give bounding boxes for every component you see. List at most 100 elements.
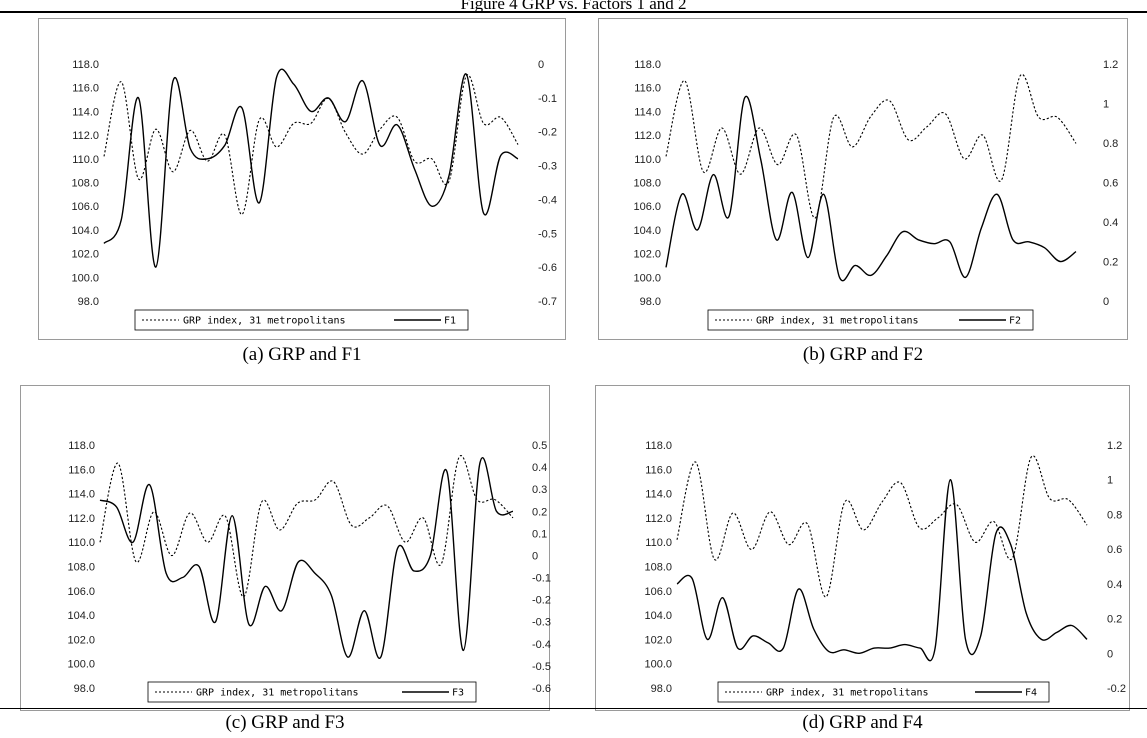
- y-right-tick-label: 0: [1107, 648, 1113, 660]
- series-line-f1: [103, 68, 519, 268]
- y-right-tick-label: 0.4: [1107, 579, 1122, 591]
- figure-caption: Figure 4 GRP vs. Factors 1 and 2: [460, 0, 687, 13]
- y-right-tick-label: 0.6: [1107, 544, 1122, 556]
- y-right-tick-label: -0.5: [532, 661, 551, 673]
- y-left-tick-label: 118.0: [645, 440, 672, 452]
- y-left-tick-label: 102.0: [71, 249, 99, 261]
- y-left-tick-label: 112.0: [634, 130, 661, 142]
- y-right-tick-label: -0.6: [538, 262, 557, 274]
- y-right-tick-label: 1: [1103, 99, 1109, 111]
- y-left-tick-label: 100.0: [633, 272, 661, 284]
- y-left-tick-label: 116.0: [72, 83, 99, 95]
- y-right-tick-label: -0.3: [538, 161, 557, 173]
- legend-label-f4: F4: [1025, 688, 1037, 699]
- y-right-tick-label: 0.6: [1103, 178, 1118, 190]
- y-right-tick-label: -0.2: [1107, 683, 1126, 695]
- series-line-grp: [99, 455, 514, 598]
- y-left-tick-label: 102.0: [633, 249, 661, 261]
- y-left-tick-label: 106.0: [644, 586, 672, 598]
- y-right-tick-label: 0.4: [1103, 217, 1118, 229]
- series-line-f4: [676, 478, 1088, 662]
- y-left-tick-label: 116.0: [634, 83, 661, 95]
- y-right-tick-label: 0.4: [532, 462, 547, 474]
- y-left-tick-label: 104.0: [644, 610, 672, 622]
- legend-label-f2: F2: [1009, 316, 1021, 327]
- y-left-tick-label: 110.0: [68, 537, 95, 549]
- y-left-tick-label: 102.0: [644, 634, 672, 646]
- y-left-tick-label: 114.0: [68, 489, 95, 501]
- y-right-tick-label: 1: [1107, 475, 1113, 487]
- y-left-tick-label: 102.0: [67, 634, 95, 646]
- y-right-tick-label: -0.3: [532, 617, 551, 629]
- legend-label-grp: GRP index, 31 metropolitans: [183, 316, 346, 327]
- y-left-tick-label: 100.0: [67, 659, 95, 671]
- legend: [134, 309, 469, 331]
- caption-d: (d) GRP and F4: [802, 712, 923, 733]
- y-left-tick-label: 112.0: [645, 513, 672, 525]
- y-left-tick-label: 106.0: [633, 201, 661, 213]
- y-right-tick-label: 0: [532, 550, 538, 562]
- caption-a: (a) GRP and F1: [242, 344, 362, 365]
- y-right-tick-label: 0.8: [1103, 138, 1118, 150]
- caption-c: (c) GRP and F3: [225, 712, 345, 733]
- chart-grp-f1: 98.0 100.0 102.0 104.0 106.0 108.0 110.0 112.0 1…: [38, 18, 566, 340]
- y-left-tick-label: 106.0: [67, 586, 95, 598]
- chart-grp-f2: 98.0 100.0 102.0 104.0 106.0 108.0 110.0 112.0 1…: [598, 18, 1128, 340]
- y-left-tick-label: 114.0: [645, 489, 672, 501]
- y-left-tick-label: 118.0: [634, 59, 661, 71]
- y-left-tick-label: 108.0: [644, 562, 672, 574]
- legend-label-grp: GRP index, 31 metropolitans: [196, 688, 359, 699]
- legend: [707, 309, 1034, 331]
- y-right-tick-label: -0.4: [538, 194, 557, 206]
- y-left-tick-label: 100.0: [644, 659, 672, 671]
- y-right-tick-label: 0.8: [1107, 509, 1122, 521]
- y-right-tick-label: 0.2: [1107, 614, 1122, 626]
- series-line-f3: [99, 457, 514, 659]
- y-left-tick-label: 98.0: [651, 683, 672, 695]
- y-left-tick-label: 104.0: [633, 225, 661, 237]
- chart-frame: [38, 18, 566, 340]
- y-right-tick-label: -0.2: [538, 127, 557, 139]
- y-left-tick-label: 98.0: [78, 296, 99, 308]
- y-left-tick-label: 104.0: [67, 610, 95, 622]
- legend-label-f1: F1: [444, 316, 456, 327]
- series-line-f2: [665, 95, 1077, 282]
- y-right-tick-label: 0.2: [532, 506, 547, 518]
- y-right-tick-label: -0.5: [538, 228, 557, 240]
- y-right-tick-label: -0.7: [538, 296, 557, 308]
- y-left-tick-label: 100.0: [71, 272, 99, 284]
- chart-grp-f4: 98.0 100.0 102.0 104.0 106.0 108.0 110.0 112.0 1…: [595, 385, 1130, 711]
- y-left-tick-label: 116.0: [68, 464, 95, 476]
- y-right-tick-label: -0.6: [532, 683, 551, 695]
- bottom-rule: [0, 708, 1147, 709]
- y-left-tick-label: 108.0: [633, 178, 661, 190]
- y-right-tick-label: 0: [1103, 296, 1109, 308]
- legend-label-grp: GRP index, 31 metropolitans: [756, 316, 919, 327]
- y-left-tick-label: 110.0: [645, 537, 672, 549]
- legend-label-grp: GRP index, 31 metropolitans: [766, 688, 929, 699]
- y-left-tick-label: 112.0: [72, 130, 99, 142]
- chart-frame: [595, 385, 1130, 711]
- y-right-tick-label: -0.4: [532, 639, 551, 651]
- y-left-tick-label: 104.0: [71, 225, 99, 237]
- legend: [717, 681, 1050, 703]
- y-right-tick-label: -0.1: [538, 93, 557, 105]
- y-left-tick-label: 106.0: [71, 201, 99, 213]
- y-left-tick-label: 110.0: [634, 154, 661, 166]
- y-left-tick-label: 114.0: [72, 106, 99, 118]
- y-right-tick-label: 0.5: [532, 440, 547, 452]
- y-left-tick-label: 108.0: [67, 562, 95, 574]
- chart-frame: [598, 18, 1128, 340]
- y-right-tick-label: 1.2: [1107, 440, 1122, 452]
- y-right-tick-label: 0.1: [532, 528, 547, 540]
- y-left-tick-label: 98.0: [74, 683, 95, 695]
- chart-grp-f3: 98.0 100.0 102.0 104.0 106.0 108.0 110.0 112.0 1…: [20, 385, 551, 711]
- y-right-tick-label: -0.2: [532, 595, 551, 607]
- y-right-tick-label: -0.1: [532, 573, 551, 585]
- y-left-tick-label: 98.0: [640, 296, 661, 308]
- y-left-tick-label: 118.0: [72, 59, 99, 71]
- legend: [147, 681, 477, 703]
- y-left-tick-label: 112.0: [68, 513, 95, 525]
- y-right-tick-label: 1.2: [1103, 59, 1118, 71]
- y-right-tick-label: 0: [538, 59, 544, 71]
